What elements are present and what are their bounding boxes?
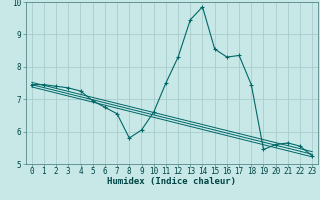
X-axis label: Humidex (Indice chaleur): Humidex (Indice chaleur) — [108, 177, 236, 186]
